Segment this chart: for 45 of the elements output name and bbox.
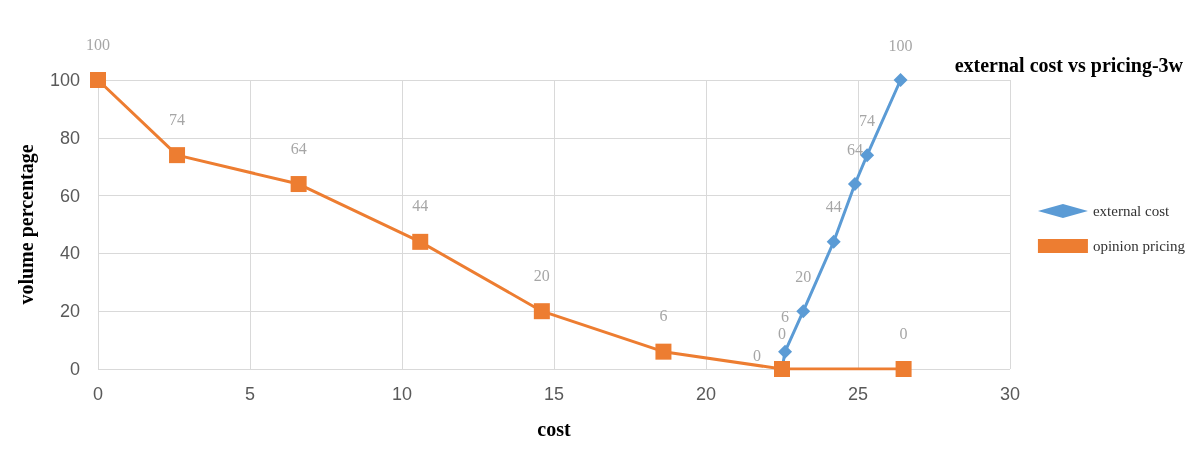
data-label: 20 xyxy=(533,266,550,284)
data-label: 44 xyxy=(825,198,842,216)
x-tick-label: 15 xyxy=(543,384,565,404)
x-tick-label: 20 xyxy=(695,384,717,404)
data-label: 74 xyxy=(169,110,186,128)
y-tick-label: 100 xyxy=(49,70,80,90)
data-label: 64 xyxy=(846,140,863,158)
data-label: 100 xyxy=(888,36,913,54)
y-tick-label: 80 xyxy=(59,127,80,148)
point xyxy=(533,303,550,320)
data-label: 0 xyxy=(753,346,761,364)
data-label: 44 xyxy=(412,197,429,215)
point xyxy=(169,147,186,164)
data-label: 0 xyxy=(899,324,908,342)
data-label: 20 xyxy=(795,267,812,285)
y-tick-label: 60 xyxy=(59,185,80,206)
point xyxy=(796,304,811,319)
legend-label: external cost xyxy=(1092,203,1170,219)
point xyxy=(826,234,841,249)
data-label: 6 xyxy=(659,307,668,325)
data-label: 74 xyxy=(859,111,876,129)
x-tick-label: 0 xyxy=(92,384,104,404)
point xyxy=(893,73,908,87)
data-label: 100 xyxy=(86,35,110,53)
point xyxy=(90,72,106,88)
point xyxy=(847,177,862,192)
point xyxy=(778,344,793,359)
x-axis-title: cost xyxy=(537,418,571,440)
y-tick-label: 20 xyxy=(59,301,80,322)
x-tick-label: 30 xyxy=(999,384,1021,404)
point xyxy=(895,361,912,377)
data-label: 64 xyxy=(290,139,307,157)
data-label: 0 xyxy=(778,324,786,342)
point xyxy=(655,343,672,360)
point xyxy=(290,176,307,193)
point xyxy=(412,233,429,250)
x-tick-label: 10 xyxy=(391,384,413,404)
text: external cost vs pricing-3w xyxy=(954,54,1184,77)
y-axis-title: volume percentage xyxy=(15,144,38,305)
x-tick-label: 25 xyxy=(847,384,869,404)
y-tick-label: 40 xyxy=(59,243,80,264)
legend-label: opinion pricing xyxy=(1092,238,1186,254)
x-tick-label: 5 xyxy=(244,384,256,404)
y-tick-label: 0 xyxy=(69,359,80,379)
data-label: 6 xyxy=(781,308,790,326)
